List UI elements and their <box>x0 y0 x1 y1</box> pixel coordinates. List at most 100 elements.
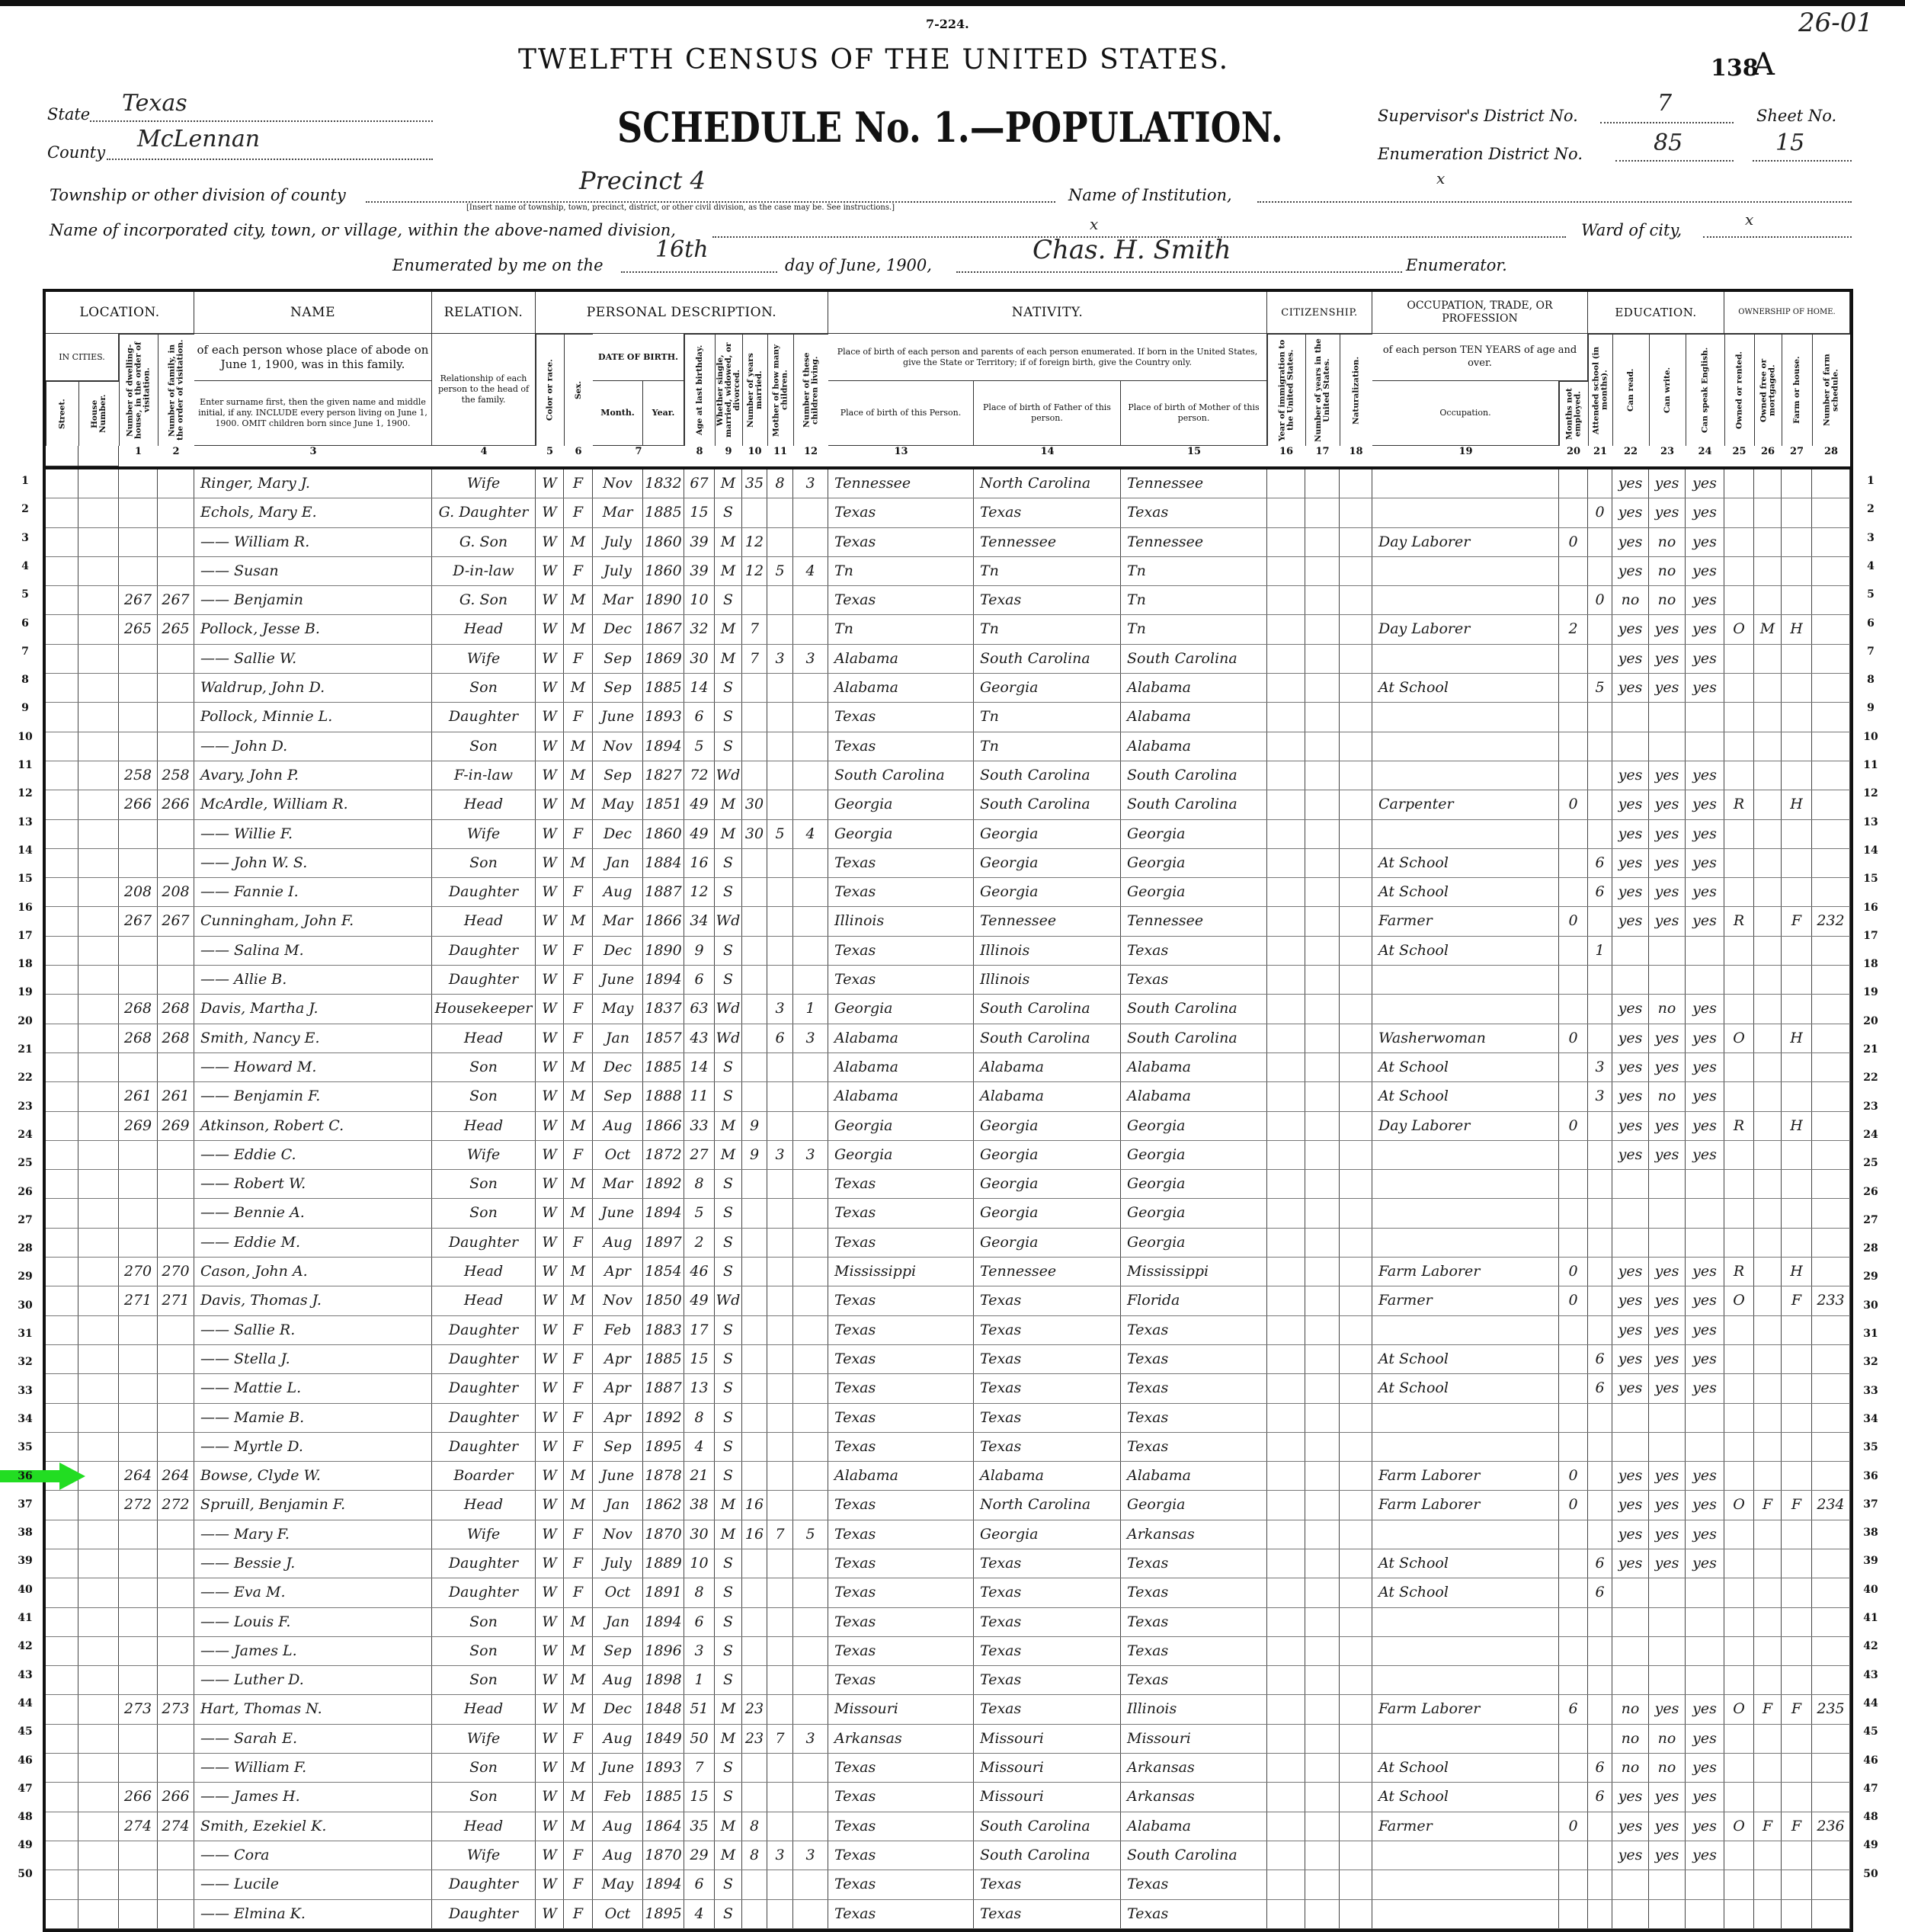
cell-family <box>158 1140 194 1170</box>
cell-family: 269 <box>158 1111 194 1140</box>
cell-street <box>46 1228 78 1258</box>
cell-birthplace: Georgia <box>828 790 974 819</box>
row-number-right: 7 <box>1867 645 1875 658</box>
cell-living <box>793 907 828 936</box>
cell-father-bp: South Carolina <box>974 1024 1121 1053</box>
cell-name: Cason, John A. <box>194 1258 432 1286</box>
population-table: LOCATION. IN CITIES. Street. House Numbe… <box>43 289 1853 1932</box>
cell-free <box>1754 1724 1782 1754</box>
cell-month: Aug <box>593 1812 643 1841</box>
cell-age: 30 <box>684 1520 715 1549</box>
cell-age: 5 <box>684 1199 715 1228</box>
cell-born <box>767 1549 793 1578</box>
cell-year: 1866 <box>643 907 684 936</box>
cell-marital: S <box>715 1666 742 1695</box>
cell-age: 15 <box>684 498 715 527</box>
table-row: —— Eva M. Daughter W F Oct 1891 8 S Texas Texas Te… <box>46 1578 1850 1608</box>
cell-own <box>1724 1344 1754 1374</box>
cell-living <box>793 1170 828 1199</box>
cell-house <box>78 1754 119 1783</box>
cell-street <box>46 1520 78 1549</box>
cell-age: 9 <box>684 936 715 966</box>
cell-unemployed <box>1559 556 1588 586</box>
cell-schedule <box>1812 1082 1850 1111</box>
cell-mother-bp: Georgia <box>1121 848 1267 878</box>
cell-born: 7 <box>767 1724 793 1754</box>
cell-dwelling <box>119 1666 158 1695</box>
cell-father-bp: Tn <box>974 732 1121 761</box>
cell-house <box>78 878 119 907</box>
cell-month: July <box>593 527 643 556</box>
cell-free <box>1754 966 1782 995</box>
cell-own <box>1724 1841 1754 1870</box>
cell-farm <box>1782 674 1812 703</box>
cell-occupation <box>1372 1199 1559 1228</box>
cell-mother-bp: South Carolina <box>1121 1841 1267 1870</box>
cell-house <box>78 1607 119 1636</box>
cell-father-bp: Tennessee <box>974 527 1121 556</box>
cell-month: June <box>593 1199 643 1228</box>
cell-school: 5 <box>1588 674 1612 703</box>
cell-dwelling <box>119 1374 158 1403</box>
cell-relation: Wife <box>432 1724 536 1754</box>
cell-write: yes <box>1649 1491 1686 1520</box>
cell-sex: F <box>564 1140 593 1170</box>
cell-house <box>78 1724 119 1754</box>
cell-free <box>1754 1783 1782 1812</box>
cell-occupation: Farm Laborer <box>1372 1491 1559 1520</box>
cell-unemployed <box>1559 819 1588 848</box>
cell-relation: Daughter <box>432 1578 536 1607</box>
cell-street <box>46 1140 78 1170</box>
cell-farm <box>1782 1578 1812 1607</box>
row-number-right: 16 <box>1863 901 1878 914</box>
cell-sex: M <box>564 615 593 644</box>
table-row: —— Luther D. Son W M Aug 1898 1 S Texas Texas Texa… <box>46 1666 1850 1696</box>
cell-immigration <box>1267 790 1305 819</box>
cell-free <box>1754 1374 1782 1403</box>
cell-immigration <box>1267 907 1305 936</box>
cell-month: Oct <box>593 1140 643 1170</box>
cell-color: W <box>536 1286 564 1315</box>
cell-unemployed: 0 <box>1559 527 1588 556</box>
cell-sex: M <box>564 1695 593 1724</box>
row-number-right: 41 <box>1863 1612 1878 1624</box>
cell-month: Oct <box>593 1899 643 1928</box>
mother-birthplace-header: Place of birth of Mother of this person. <box>1121 381 1267 446</box>
cell-house <box>78 1636 119 1666</box>
cell-father-bp: Texas <box>974 1344 1121 1374</box>
cell-street <box>46 848 78 878</box>
cell-birthplace: Georgia <box>828 995 974 1024</box>
cell-month: Nov <box>593 1520 643 1549</box>
cell-schedule: 234 <box>1812 1491 1850 1520</box>
cell-years-us <box>1305 1695 1340 1724</box>
cell-mother-bp: Texas <box>1121 1549 1267 1578</box>
table-row: 265 265 Pollock, Jesse B. Head W M Dec 1867 32 M 7… <box>46 615 1850 645</box>
row-number-right: 12 <box>1863 787 1878 800</box>
cell-age: 5 <box>684 732 715 761</box>
cell-farm: F <box>1782 907 1812 936</box>
cell-schedule <box>1812 1053 1850 1082</box>
cell-yrs-married: 8 <box>742 1841 767 1870</box>
cell-relation: Wife <box>432 644 536 674</box>
cell-read: yes <box>1612 527 1649 556</box>
township-value: Precinct 4 <box>579 166 706 195</box>
cell-name: Spruill, Benjamin F. <box>194 1491 432 1520</box>
cell-own <box>1724 966 1754 995</box>
cell-birthplace: Texas <box>828 1315 974 1344</box>
cell-farm <box>1782 761 1812 790</box>
cell-farm <box>1782 1549 1812 1578</box>
cell-english <box>1686 1199 1724 1228</box>
cell-immigration <box>1267 1199 1305 1228</box>
cell-farm <box>1782 469 1812 498</box>
cell-mother-bp: Arkansas <box>1121 1783 1267 1812</box>
cell-relation: Head <box>432 1258 536 1286</box>
cell-write <box>1649 1199 1686 1228</box>
cell-read: yes <box>1612 1024 1649 1053</box>
cell-school <box>1588 966 1612 995</box>
cell-father-bp: Texas <box>974 1666 1121 1695</box>
cell-farm <box>1782 1841 1812 1870</box>
cell-occupation <box>1372 966 1559 995</box>
row-number-right: 25 <box>1863 1157 1878 1170</box>
cell-color: W <box>536 819 564 848</box>
cell-own <box>1724 586 1754 615</box>
